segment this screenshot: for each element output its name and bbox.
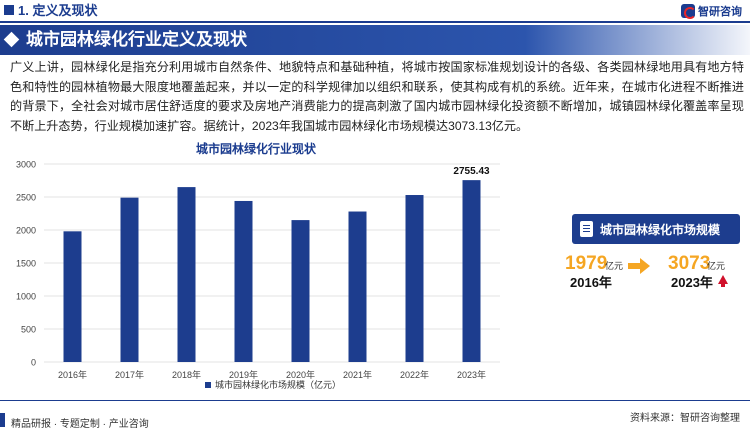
- y-tick-label: 0: [31, 358, 36, 368]
- x-tick-label: 2020年: [286, 369, 315, 380]
- footer-marker-icon: [0, 413, 5, 427]
- page-title: 城市园林绿化行业定义及现状: [26, 30, 247, 49]
- header-divider: [0, 21, 750, 23]
- bar-2020年: [291, 220, 310, 362]
- description-paragraph: 广义上讲，园林绿化是指充分利用城市自然条件、地貌特点和基础种植，将城市按国家标准…: [10, 60, 744, 133]
- footer-tagline: 精品研报 · 专题定制 · 产业咨询: [11, 419, 149, 430]
- legend-swatch: [205, 382, 211, 388]
- x-tick-label: 2017年: [115, 369, 144, 380]
- diamond-icon: [3, 31, 20, 48]
- top-strip: [0, 0, 750, 22]
- kpi-2023-value: 3073: [668, 253, 711, 274]
- footer-divider: [0, 400, 750, 401]
- x-tick-label: 2019年: [229, 369, 258, 380]
- x-tick-label: 2016年: [58, 369, 87, 380]
- legend-label: 城市园林绿化市场规模（亿元）: [215, 379, 341, 390]
- bar-2018年: [177, 187, 196, 362]
- kpi-2023-year: 2023年: [671, 275, 713, 290]
- section-marker-icon: [4, 5, 14, 15]
- up-arrow-icon: [718, 275, 728, 287]
- x-tick-label: 2023年: [457, 369, 486, 380]
- bar-2021年: [348, 211, 367, 362]
- y-tick-label: 1500: [16, 259, 36, 269]
- document-icon: [580, 221, 593, 237]
- kpi-2016-year: 2016年: [570, 275, 612, 290]
- arrow-right-icon: [628, 258, 650, 274]
- footer-source: 资料来源：智研咨询整理: [630, 413, 740, 424]
- market-panel-header: 城市园林绿化市场规模: [572, 214, 740, 244]
- bar-2019年: [234, 200, 253, 362]
- data-label: 2755.43: [453, 166, 490, 177]
- x-tick-label: 2021年: [343, 369, 372, 380]
- bar-2023年: [462, 180, 481, 362]
- y-tick-label: 2000: [16, 226, 36, 236]
- logo-mark-icon: [681, 4, 696, 19]
- y-tick-label: 2500: [16, 193, 36, 203]
- bar-2022年: [405, 195, 424, 362]
- x-tick-label: 2022年: [400, 369, 429, 380]
- y-tick-label: 500: [21, 325, 36, 335]
- kpi-2016-value: 1979: [565, 253, 608, 274]
- kpi-2016-unit: 亿元: [605, 261, 624, 271]
- y-tick-label: 1000: [16, 292, 36, 302]
- bar-2016年: [63, 231, 82, 362]
- bar-chart: 0 500 1000 1500 2000 2500 3000 2016年 2017年 2018年 2…: [16, 160, 500, 390]
- logo: 智研咨询: [681, 3, 742, 19]
- y-tick-label: 3000: [16, 160, 36, 170]
- title-bar: 城市园林绿化行业定义及现状: [0, 25, 750, 55]
- x-tick-label: 2018年: [172, 369, 201, 380]
- kpi-2023-unit: 亿元: [707, 261, 726, 271]
- section-label: 1. 定义及现状: [18, 3, 98, 18]
- chart-title: 城市园林绿化行业现状: [196, 142, 317, 156]
- logo-text: 智研咨询: [698, 6, 742, 18]
- market-panel-title: 城市园林绿化市场规模: [600, 223, 721, 237]
- bar-2017年: [120, 197, 139, 362]
